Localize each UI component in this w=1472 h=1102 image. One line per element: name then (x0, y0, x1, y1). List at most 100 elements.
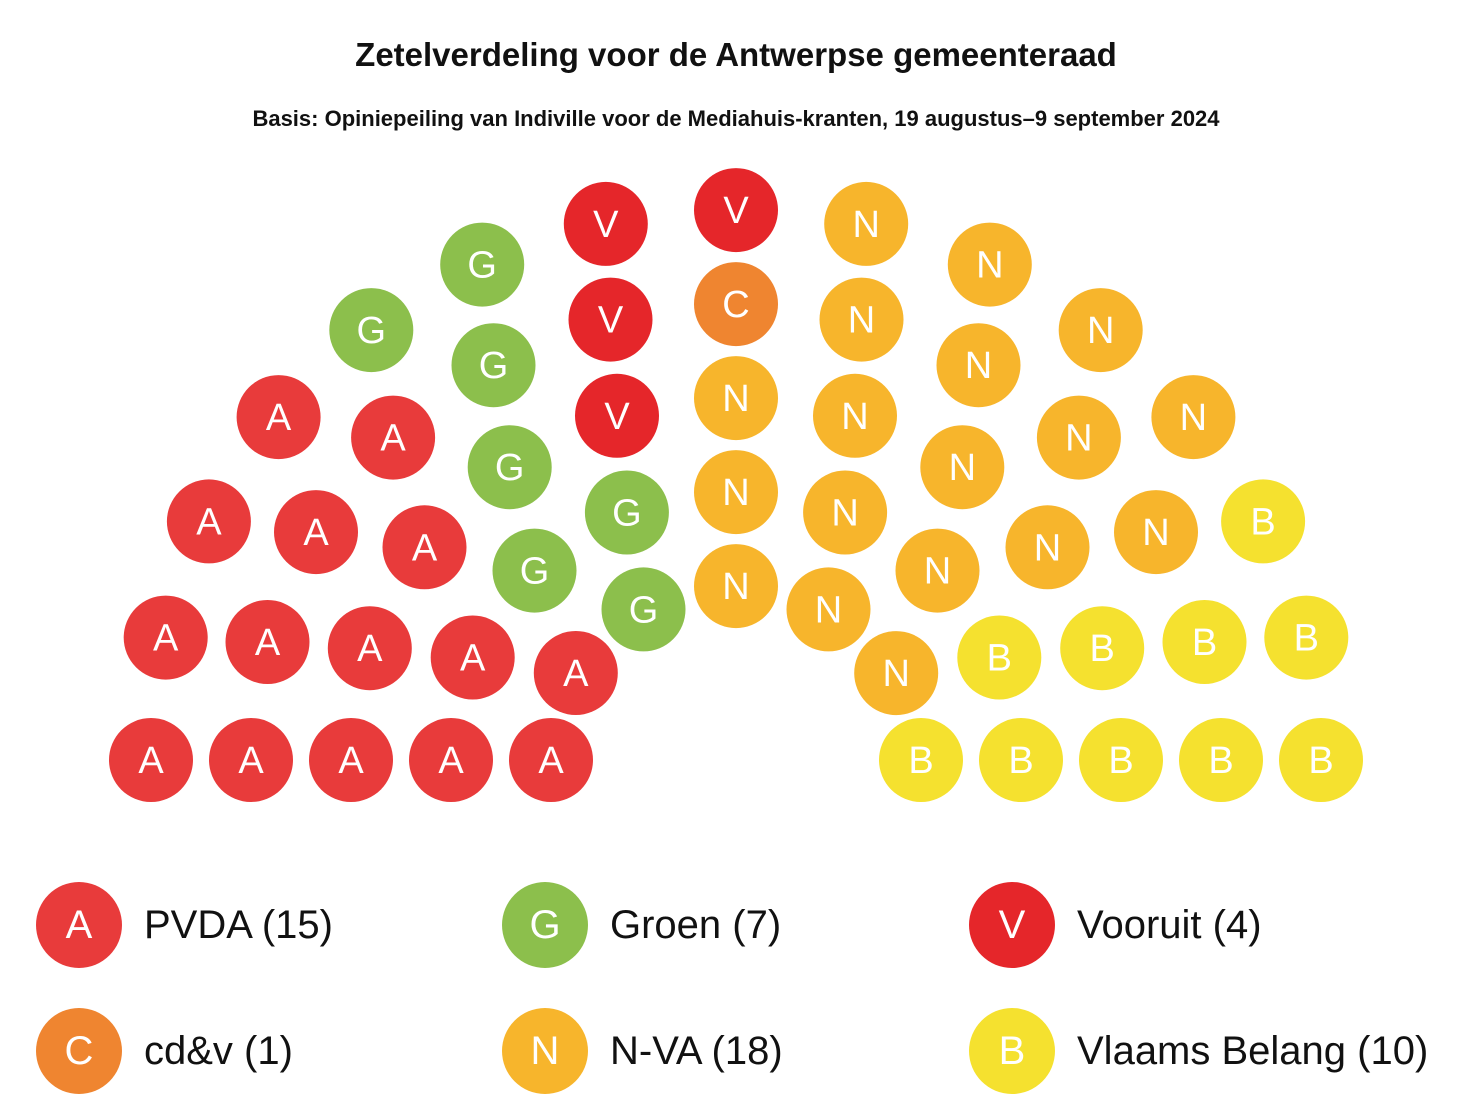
legend-item-pvda: A PVDA (15) (36, 880, 333, 970)
seat-letter: B (908, 740, 933, 782)
seat-n-va: N (920, 425, 1005, 510)
seat-pvda: A (409, 718, 493, 802)
seat-circle (1264, 595, 1349, 680)
seat-circle (1279, 718, 1363, 802)
seat-pvda: A (109, 718, 193, 802)
seat-letter: G (612, 493, 642, 535)
seat-n-va: N (694, 544, 778, 629)
seat-pvda: A (509, 718, 593, 802)
seat-circle (1221, 479, 1306, 564)
seat-letter: N (722, 472, 749, 514)
seat-letter: A (138, 740, 164, 782)
seat-vlaams-belang: B (957, 615, 1042, 700)
legend-dot-cdv: C (36, 1008, 122, 1094)
seat-letter: V (593, 204, 619, 246)
seat-letter: N (841, 396, 868, 438)
seat-vlaams-belang: B (1264, 595, 1349, 680)
seat-n-va: N (694, 450, 778, 535)
seat-letter: G (467, 245, 497, 287)
seat-letter: N (1087, 310, 1114, 352)
seat-circle (451, 323, 536, 408)
seat-vlaams-belang: B (1179, 718, 1263, 802)
seat-letter: A (338, 740, 364, 782)
seat-letter: B (987, 638, 1012, 680)
seat-pvda: A (236, 375, 321, 460)
seat-circle (1058, 288, 1143, 373)
legend-label-vooruit: Vooruit (4) (1077, 902, 1262, 947)
seat-pvda: A (430, 615, 515, 700)
seat-circle (824, 181, 909, 266)
seat-circle (1179, 718, 1263, 802)
seat-letter: A (266, 397, 292, 439)
seat-n-va: N (786, 567, 871, 652)
seat-letter: N (848, 300, 875, 342)
seat-circle (309, 718, 393, 802)
seat-letter: N (882, 653, 909, 695)
seat-vlaams-belang: B (1279, 718, 1363, 802)
legend-item-cdv: C cd&v (1) (36, 1006, 293, 1096)
seat-circle (1036, 395, 1121, 480)
legend-item-vooruit: V Vooruit (4) (969, 880, 1262, 970)
seat-pvda: A (327, 606, 412, 691)
seat-circle (351, 395, 436, 480)
seat-pvda: A (274, 490, 358, 575)
seat-circle (694, 168, 778, 253)
seat-letter: G (495, 447, 525, 489)
seat-n-va: N (1114, 490, 1198, 575)
seat-circle (492, 528, 577, 613)
seat-n-va: N (895, 528, 980, 613)
legend-dot-nva: N (502, 1008, 588, 1094)
seat-pvda: A (225, 600, 310, 684)
seat-letter: N (1034, 527, 1061, 569)
seat-n-va: N (936, 323, 1021, 408)
legend-item-groen: G Groen (7) (502, 880, 781, 970)
seat-n-va: N (1151, 375, 1236, 460)
seat-letter: N (815, 589, 842, 631)
legend-label-vlaams-belang: Vlaams Belang (10) (1077, 1028, 1429, 1073)
seat-letter: G (357, 310, 387, 352)
seat-letter: B (1090, 628, 1115, 670)
seat-circle (467, 425, 552, 510)
seat-circle (694, 356, 778, 441)
seat-circle (1162, 600, 1247, 684)
seat-circle (409, 718, 493, 802)
legend-dot-vooruit: V (969, 882, 1055, 968)
seat-pvda: A (309, 718, 393, 802)
seat-letter: G (629, 589, 659, 631)
seat-groen: G (601, 567, 686, 652)
seat-n-va: N (694, 356, 778, 441)
seat-letter: A (380, 418, 406, 460)
seat-circle (601, 567, 686, 652)
seat-letter: V (604, 396, 630, 438)
seat-letter: N (722, 378, 749, 420)
seat-vlaams-belang: B (1221, 479, 1306, 564)
seat-circle (813, 373, 897, 458)
seat-letter: B (1192, 622, 1217, 664)
legend-item-nva: N N-VA (18) (502, 1006, 783, 1096)
seat-circle (563, 181, 648, 266)
seat-circle (575, 373, 659, 458)
legend-item-vlaams-belang: B Vlaams Belang (10) (969, 1006, 1428, 1096)
seat-vlaams-belang: B (1060, 606, 1145, 691)
seat-circle (694, 544, 778, 629)
seat-n-va: N (803, 470, 888, 555)
seat-n-va: N (813, 373, 897, 458)
chart-subtitle: Basis: Opiniepeiling van Indiville voor … (252, 106, 1220, 131)
seat-letter: N (976, 245, 1003, 287)
seat-circle (854, 631, 939, 716)
seat-letter: N (852, 204, 879, 246)
legend-label-cdv: cd&v (1) (144, 1028, 293, 1073)
seat-letter: A (460, 638, 486, 680)
seat-pvda: A (533, 631, 618, 715)
seat-pvda: A (166, 479, 251, 564)
seat-letter: A (153, 618, 179, 660)
seat-pvda: A (382, 505, 467, 590)
seat-letter: V (598, 300, 624, 342)
seat-vooruit: V (563, 181, 648, 266)
seat-letter: A (303, 512, 329, 554)
seat-circle (329, 288, 414, 373)
seat-vlaams-belang: B (979, 718, 1063, 802)
seat-letter: V (723, 190, 749, 232)
seat-groen: G (467, 425, 552, 510)
seat-cd-v: C (694, 262, 778, 347)
